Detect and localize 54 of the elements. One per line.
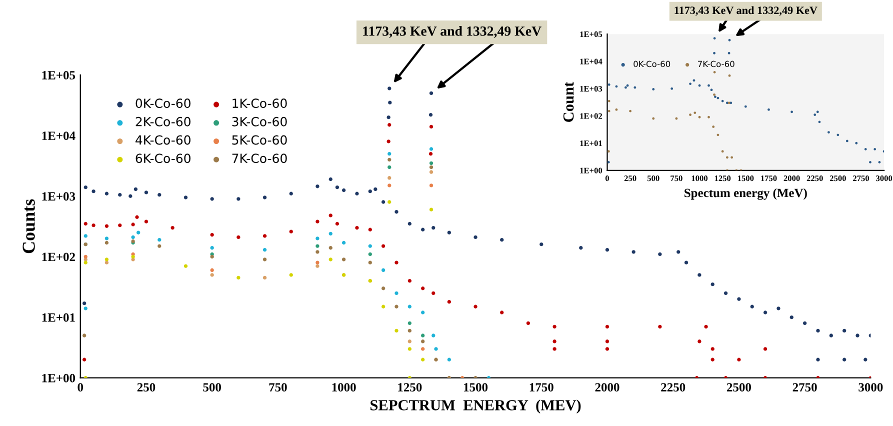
y-tick-label: 1E+03: [42, 192, 76, 201]
x-tick-label: 750: [670, 176, 682, 182]
y-tick-label: 1E+05: [580, 31, 602, 38]
legend-label: 0K-Co-60: [634, 60, 670, 68]
x-tick-label: 2750: [853, 176, 870, 182]
x-tick-label: 1250: [714, 176, 731, 182]
x-axis-title: Spectum energy (MeV): [684, 188, 807, 200]
y-axis-title: Counts: [22, 199, 35, 254]
x-tick-label: 2250: [806, 176, 823, 182]
text: 1173,43 KeV and 1332,49 KeV: [674, 6, 818, 16]
text: 1173,43 KeV and 1332,49 KeV: [363, 26, 542, 38]
x-tick-label: 1500: [738, 176, 754, 182]
y-tick-label: 1E+04: [42, 132, 76, 140]
legend-label: 3K-Co-60: [232, 116, 287, 126]
x-tick-label: 2500: [830, 176, 846, 182]
x-tick-label: 3000: [876, 176, 892, 182]
x-axis-title: SEPCTRUM ENERGY (MEV): [370, 400, 581, 414]
y-tick-label: 1E+01: [580, 140, 602, 146]
x-tick-label: 250: [624, 176, 636, 182]
legend-label: 7K-Co-60: [232, 154, 287, 164]
legend-label: 5K-Co-60: [232, 135, 287, 145]
x-tick-label: 2000: [595, 383, 620, 392]
legend-label: 4K-Co-60: [136, 135, 190, 145]
x-tick-label: 2500: [726, 383, 751, 392]
x-tick-label: 1750: [530, 383, 554, 392]
y-tick-label: 1E+04: [580, 58, 602, 64]
x-tick-label: 1250: [398, 383, 422, 392]
x-tick-label: 2750: [792, 383, 817, 392]
y-tick-label: 1E+05: [42, 71, 76, 80]
x-tick-label: 500: [203, 383, 221, 392]
y-axis-title: Count: [563, 82, 574, 122]
x-tick-label: 2250: [661, 383, 686, 392]
x-tick-label: 750: [269, 383, 287, 392]
x-tick-label: 2000: [784, 176, 800, 182]
y-tick-label: 1E+02: [42, 252, 75, 262]
x-tick-label: 250: [137, 383, 156, 392]
x-tick-label: 0: [78, 383, 84, 392]
x-tick-label: 0: [605, 176, 610, 182]
x-tick-label: 1500: [464, 383, 488, 392]
x-tick-label: 500: [647, 176, 660, 182]
legend-label: 2K-Co-60: [136, 116, 190, 126]
x-tick-label: 1000: [332, 383, 356, 392]
y-tick-label: 1E+00: [42, 374, 76, 382]
x-tick-label: 1750: [761, 176, 777, 182]
y-tick-label: 1E+00: [580, 168, 602, 174]
legend-label: 7K-Co-60: [698, 60, 734, 68]
x-tick-label: 3000: [858, 383, 883, 392]
x-tick-label: 1000: [692, 176, 708, 182]
legend-label: 6K-Co-60: [136, 154, 190, 164]
legend-label: 1K-Co-60: [232, 98, 287, 108]
y-tick-label: 1E+03: [580, 86, 602, 92]
y-tick-label: 1E+01: [42, 313, 75, 322]
legend-label: 0K-Co-60: [136, 98, 190, 108]
y-tick-label: 1E+02: [580, 113, 602, 119]
